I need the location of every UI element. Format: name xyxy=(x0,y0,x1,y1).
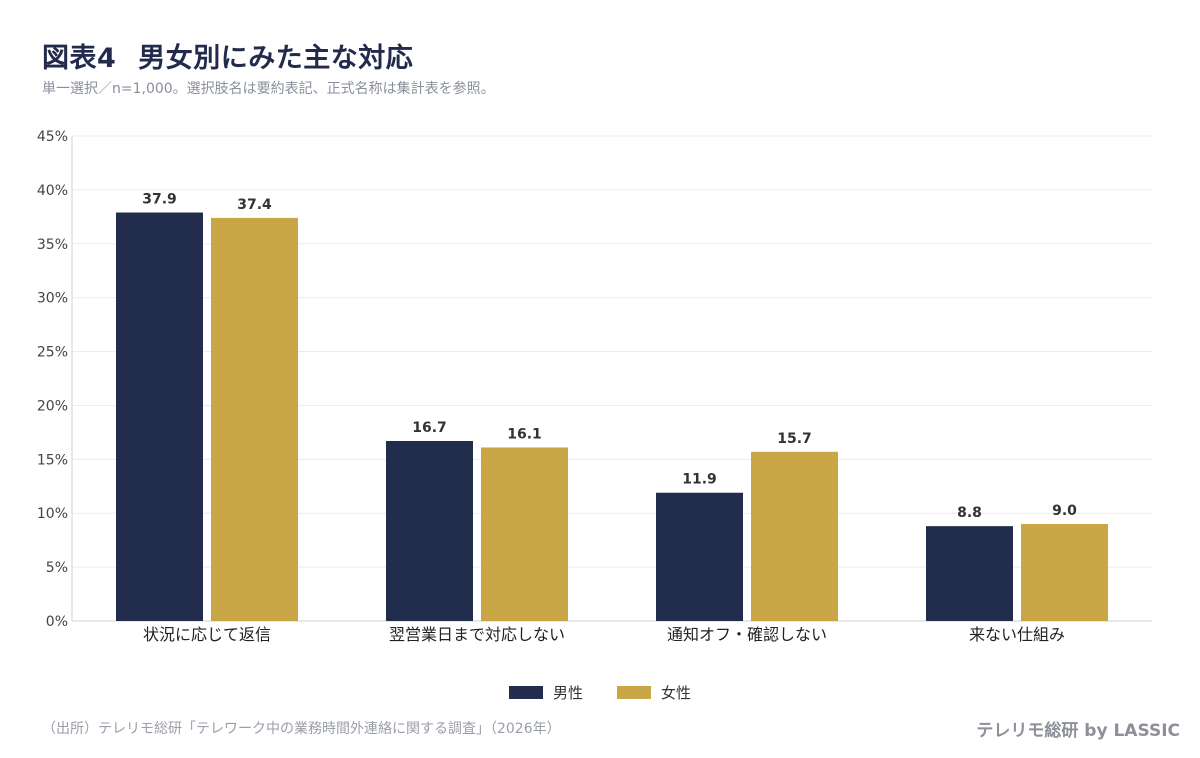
legend-label-female: 女性 xyxy=(661,684,692,702)
chart-subtitle: 単一選択／n=1,000。選択肢名は要約表記、正式名称は集計表を参照。 xyxy=(42,81,495,97)
bar-male xyxy=(386,441,473,621)
y-tick-label: 20% xyxy=(37,398,68,414)
data-label: 37.4 xyxy=(237,197,272,213)
title-prefix: 図表4 xyxy=(42,43,117,74)
y-tick-label: 35% xyxy=(37,237,68,253)
y-tick-label: 25% xyxy=(37,345,68,361)
y-tick-label: 5% xyxy=(46,560,68,576)
legend-swatch-female xyxy=(617,686,651,699)
x-tick-label: 翌営業日まで対応しない xyxy=(389,625,565,644)
y-tick-label: 45% xyxy=(37,129,68,145)
bar-male xyxy=(656,492,743,621)
bar-chart: 0% 5% 10% 15% 20% 25% 30% 35% 40% 45% 37.9 37.4 状況に応… xyxy=(37,129,1152,644)
data-label: 9.0 xyxy=(1052,503,1077,519)
title-main: 男女別にみた主な対応 xyxy=(138,43,414,74)
data-label: 37.9 xyxy=(142,192,177,208)
bar-male xyxy=(116,212,203,621)
legend-label-male: 男性 xyxy=(552,684,583,702)
bar-female xyxy=(751,451,838,621)
data-label: 16.7 xyxy=(412,420,447,436)
bar-male xyxy=(926,526,1013,621)
bar-female xyxy=(211,217,298,621)
legend: 男性 女性 xyxy=(0,682,1200,703)
data-label: 16.1 xyxy=(507,426,542,442)
data-label: 8.8 xyxy=(957,505,982,521)
x-tick-label: 来ない仕組み xyxy=(969,625,1065,644)
legend-item-male: 男性 xyxy=(508,682,583,703)
legend-swatch-male xyxy=(508,686,543,699)
x-tick-label: 状況に応じて返信 xyxy=(143,625,271,644)
data-label: 11.9 xyxy=(682,472,717,488)
y-tick-label: 30% xyxy=(37,291,68,307)
chart-title: 図表4 男女別にみた主な対応 xyxy=(42,36,413,75)
bar-female xyxy=(481,447,568,621)
y-tick-label: 10% xyxy=(37,506,68,522)
y-tick-label: 0% xyxy=(46,614,68,630)
bar-female xyxy=(1021,524,1108,621)
data-label: 15.7 xyxy=(777,431,812,447)
source-note: （出所）テレリモ総研「テレワーク中の業務時間外連絡に関する調査」（2026年） xyxy=(42,721,561,737)
y-tick-label: 40% xyxy=(37,183,68,199)
x-tick-label: 通知オフ・確認しない xyxy=(667,625,827,644)
y-tick-label: 15% xyxy=(37,452,68,468)
brand-label: テレリモ総研 by LASSIC xyxy=(976,721,1180,741)
legend-item-female: 女性 xyxy=(617,682,691,703)
